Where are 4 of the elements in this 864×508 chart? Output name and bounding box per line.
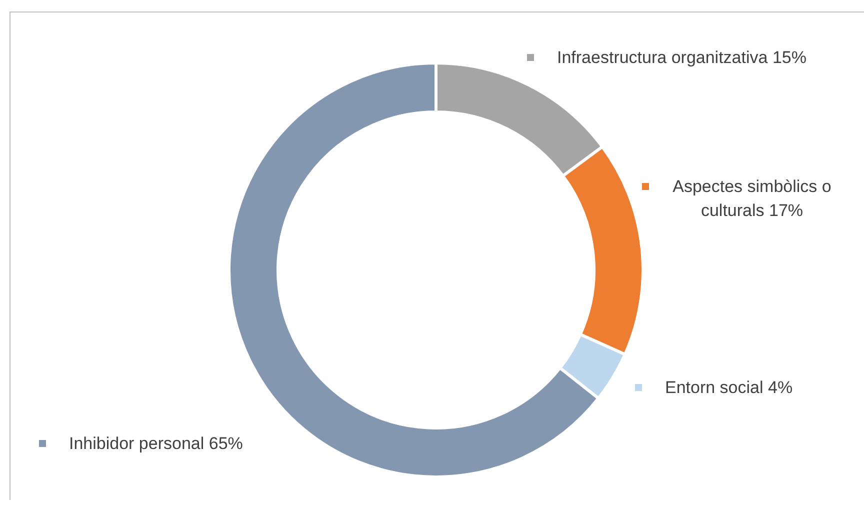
legend-label: Aspectes simbòlics o culturals 17% [672, 177, 832, 220]
legend-label: Entorn social 4% [665, 378, 793, 397]
legend-label: Infraestructura organitzativa 15% [557, 48, 806, 67]
legend-label: Inhibidor personal 65% [69, 434, 243, 453]
